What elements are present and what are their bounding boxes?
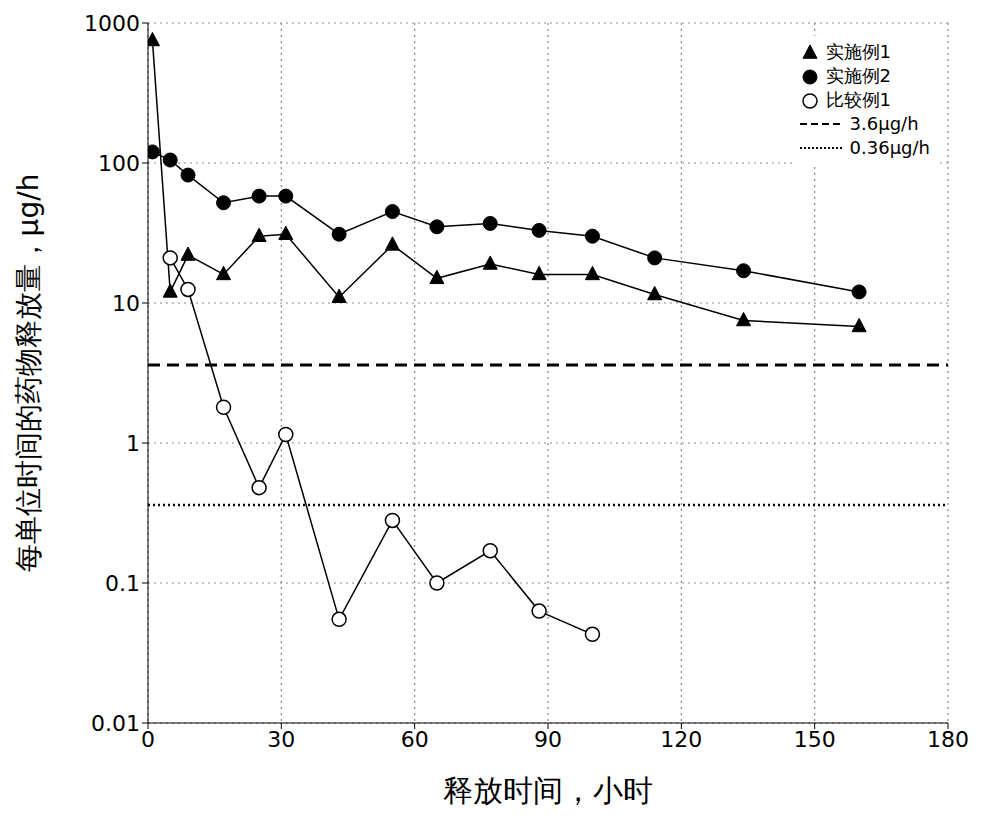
svg-text:释放时间，小时: 释放时间，小时 xyxy=(443,773,653,808)
svg-text:90: 90 xyxy=(534,727,562,752)
svg-text:30: 30 xyxy=(267,727,295,752)
svg-text:0: 0 xyxy=(141,727,155,752)
svg-text:1: 1 xyxy=(126,431,140,456)
svg-text:150: 150 xyxy=(794,727,836,752)
svg-text:120: 120 xyxy=(660,727,702,752)
svg-text:每单位时间的药物释放量，μg/h: 每单位时间的药物释放量，μg/h xyxy=(12,174,45,573)
html-text:实施例2: 实施例2 xyxy=(825,65,891,86)
html-text:比较例1: 比较例1 xyxy=(825,89,891,110)
svg-text:10: 10 xyxy=(112,291,140,316)
html-text:3.6μg/h: 3.6μg/h xyxy=(849,113,919,134)
svg-text:0.1: 0.1 xyxy=(105,571,140,596)
html-text:0.36μg/h: 0.36μg/h xyxy=(849,137,930,158)
html-text:实施例1: 实施例1 xyxy=(825,41,891,62)
svg-text:100: 100 xyxy=(98,151,140,176)
svg-text:0.01: 0.01 xyxy=(91,711,140,736)
svg-text:60: 60 xyxy=(401,727,429,752)
svg-text:180: 180 xyxy=(927,727,969,752)
svg-text:1000: 1000 xyxy=(84,11,140,36)
